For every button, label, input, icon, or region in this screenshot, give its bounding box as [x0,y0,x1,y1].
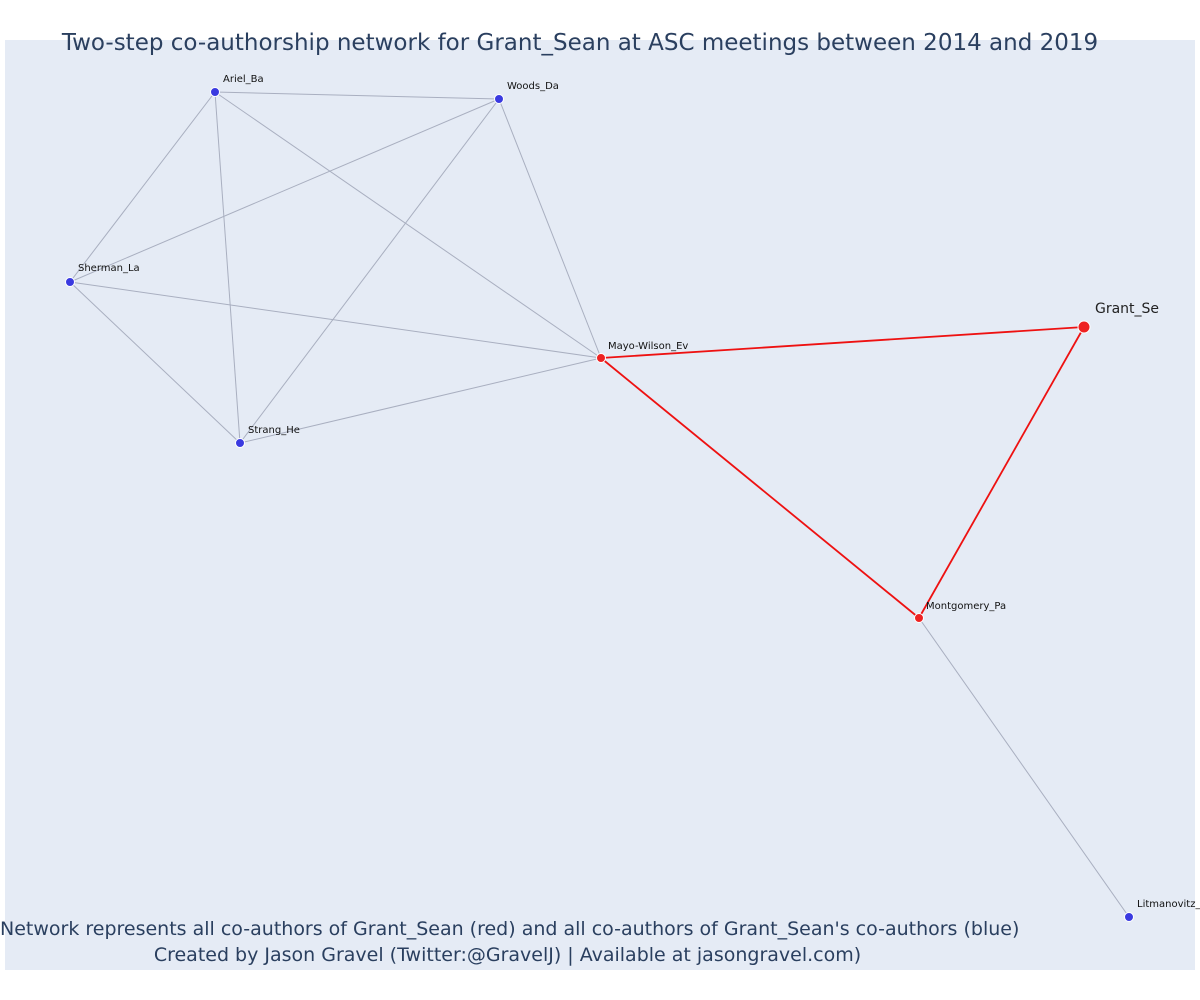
node-label-montgomery-pa: Montgomery_Pa [926,601,1006,612]
edge-sherman-la-mayo-wilson-ev [69,281,602,359]
edges-layer [69,91,1130,918]
chart-title: Two-step co-authorship network for Grant… [61,30,1099,56]
node-mayo-wilson-ev[interactable] [596,353,606,363]
edge-ariel-ba-strang-he [214,91,241,444]
node-strang-he[interactable] [235,438,245,448]
node-litmanovitz[interactable] [1124,912,1134,922]
edge-grant-se-mayo-wilson-ev [600,326,1085,359]
labels-layer: Grant_Se Mayo-Wilson_Ev Montgomery_Pa Ariel… [78,74,1200,910]
edge-woods-da-sherman-la [69,98,500,283]
edge-ariel-ba-mayo-wilson-ev [214,91,602,359]
node-label-grant-se: Grant_Se [1095,301,1159,317]
node-label-sherman-la: Sherman_La [78,263,140,274]
node-sherman-la[interactable] [65,277,75,287]
node-label-litmanovitz: Litmanovitz_ [1137,899,1200,910]
edge-woods-da-mayo-wilson-ev [498,98,602,359]
edge-ariel-ba-sherman-la [69,91,216,283]
node-label-strang-he: Strang_He [248,425,300,436]
edge-mayo-wilson-ev-montgomery-pa [600,357,920,619]
footer-description: Network represents all co-authors of Gra… [0,918,1020,940]
node-grant-se[interactable] [1077,320,1091,334]
edge-woods-da-strang-he [239,98,500,444]
edge-grant-se-montgomery-pa [918,326,1085,619]
edge-montgomery-pa-litmanovitz [918,617,1130,918]
node-label-woods-da: Woods_Da [507,81,559,92]
footer-credit: Created by Jason Gravel (Twitter:@Gravel… [153,944,862,966]
node-label-ariel-ba: Ariel_Ba [223,74,264,85]
plot-background [5,40,1195,970]
node-woods-da[interactable] [494,94,504,104]
node-label-mayo-wilson-ev: Mayo-Wilson_Ev [608,341,688,352]
node-ariel-ba[interactable] [210,87,220,97]
edge-sherman-la-strang-he [69,281,241,444]
nodes-layer [65,87,1134,922]
node-montgomery-pa[interactable] [914,613,924,623]
edge-ariel-ba-woods-da [214,91,500,100]
edge-strang-he-mayo-wilson-ev [239,357,602,444]
